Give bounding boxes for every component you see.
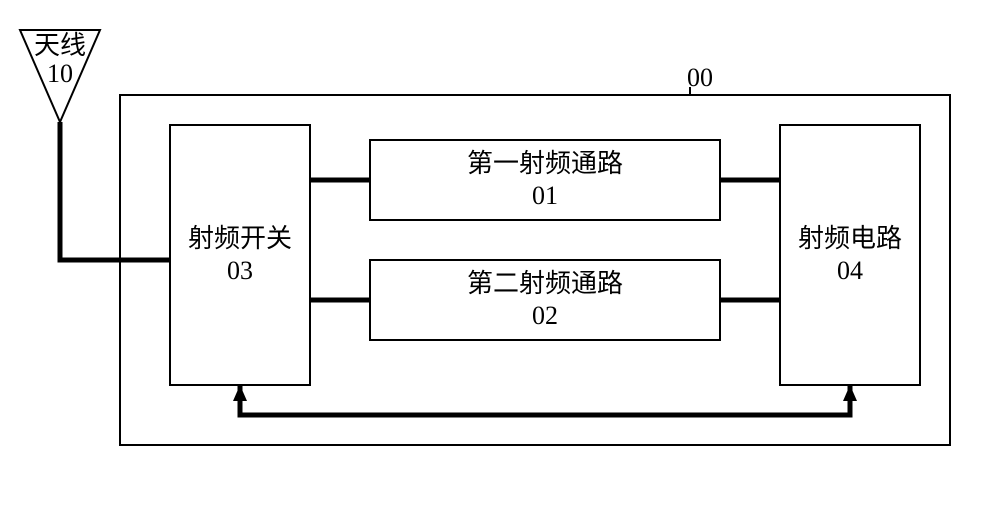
wire-feedback — [240, 385, 850, 415]
path2-label: 第二射频通路 — [467, 269, 623, 298]
path2-num: 02 — [532, 301, 558, 330]
circuit-label: 射频电路 — [798, 224, 902, 253]
arrow-feedback-left — [233, 385, 247, 401]
switch-label: 射频开关 — [188, 224, 292, 253]
wire-antenna-to-switch — [60, 122, 170, 260]
circuit-num: 04 — [837, 256, 863, 285]
path1-label: 第一射频通路 — [467, 149, 623, 178]
switch-num: 03 — [227, 256, 253, 285]
antenna-label: 天线 — [34, 31, 86, 60]
module-label: 00 — [687, 63, 713, 92]
arrow-feedback-right — [843, 385, 857, 401]
path1-num: 01 — [532, 181, 558, 210]
antenna-num: 10 — [47, 59, 73, 88]
